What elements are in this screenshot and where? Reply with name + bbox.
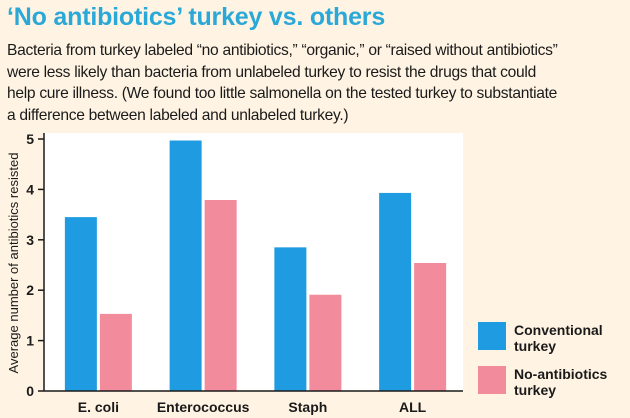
y-axis-label: Average number of antibiotics resisted	[6, 153, 21, 374]
legend-label: Conventional	[514, 322, 603, 338]
description-line: help cure illness. (We found too little …	[7, 85, 558, 102]
y-tick-label: 2	[26, 282, 34, 298]
y-tick-label: 5	[26, 131, 34, 147]
description-line: a difference between labeled and unlabel…	[7, 106, 349, 124]
bar-no-antibiotics-all	[414, 262, 447, 391]
description-line: were less likely than bacteria from unla…	[7, 63, 536, 81]
description-line: Bacteria from turkey labeled “no antibio…	[7, 42, 558, 59]
x-tick-label: Staph	[288, 399, 327, 415]
bar-conventional-staph	[274, 247, 307, 391]
y-tick-label: 0	[26, 383, 34, 399]
bar-no-antibiotics-staph	[309, 294, 342, 391]
y-tick-label: 1	[26, 333, 34, 349]
bar-no-antibiotics-e-coli	[99, 313, 132, 391]
legend-label: turkey	[514, 338, 556, 354]
y-tick-label: 3	[26, 232, 34, 248]
legend-label: No-antibiotics	[514, 366, 608, 382]
legend-label: turkey	[514, 382, 556, 398]
chart-description: Bacteria from turkey labeled “no antibio…	[7, 40, 627, 126]
legend-swatch	[478, 366, 506, 394]
y-tick-label: 4	[26, 181, 34, 197]
bar-no-antibiotics-enterococcus	[204, 199, 237, 391]
chart-title: ‘No antibiotics’ turkey vs. others	[7, 3, 386, 31]
bar-conventional-e-coli	[64, 217, 97, 391]
x-tick-label: Enterococcus	[157, 399, 250, 415]
x-tick-label: E. coli	[78, 399, 119, 415]
x-tick-label: ALL	[399, 399, 427, 415]
bar-conventional-all	[379, 192, 412, 391]
legend-swatch	[478, 322, 506, 350]
bar-conventional-enterococcus	[169, 140, 202, 391]
